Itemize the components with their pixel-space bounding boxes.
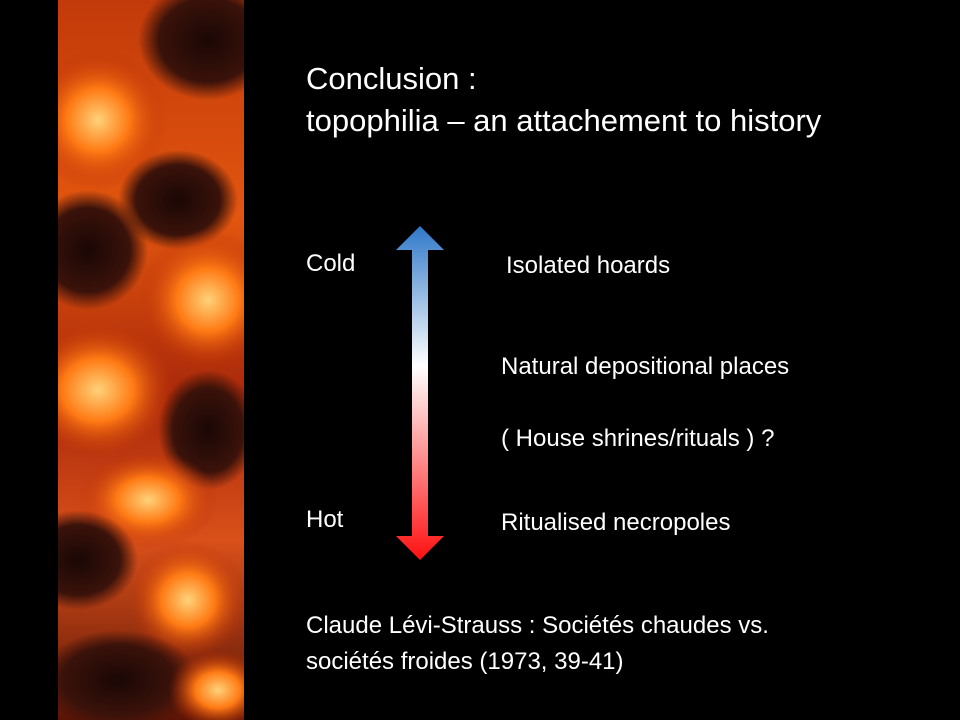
ember-fire-image bbox=[58, 0, 244, 720]
citation-line-2: sociétés froides (1973, 39-41) bbox=[306, 648, 624, 675]
scale-item-isolated-hoards: Isolated hoards bbox=[506, 252, 671, 279]
cold-hot-double-arrow bbox=[396, 226, 444, 560]
title-line-1: Conclusion : bbox=[306, 61, 477, 96]
slide-title: Conclusion : topophilia – an attachement… bbox=[306, 58, 946, 142]
scale-item-ritualised-necropoles: Ritualised necropoles bbox=[501, 509, 731, 536]
scale-item-natural-depositional-places: Natural depositional places bbox=[501, 353, 790, 380]
scale-item-house-shrines: ( House shrines/rituals ) ? bbox=[501, 425, 775, 452]
title-line-2: topophilia – an attachement to history bbox=[306, 103, 822, 138]
arrow-shape bbox=[396, 226, 444, 560]
citation-line-1: Claude Lévi-Strauss : Sociétés chaudes v… bbox=[306, 612, 769, 639]
scale-cold-label: Cold bbox=[306, 250, 356, 277]
citation: Claude Lévi-Strauss : Sociétés chaudes v… bbox=[306, 608, 926, 680]
scale-hot-label: Hot bbox=[306, 506, 344, 533]
